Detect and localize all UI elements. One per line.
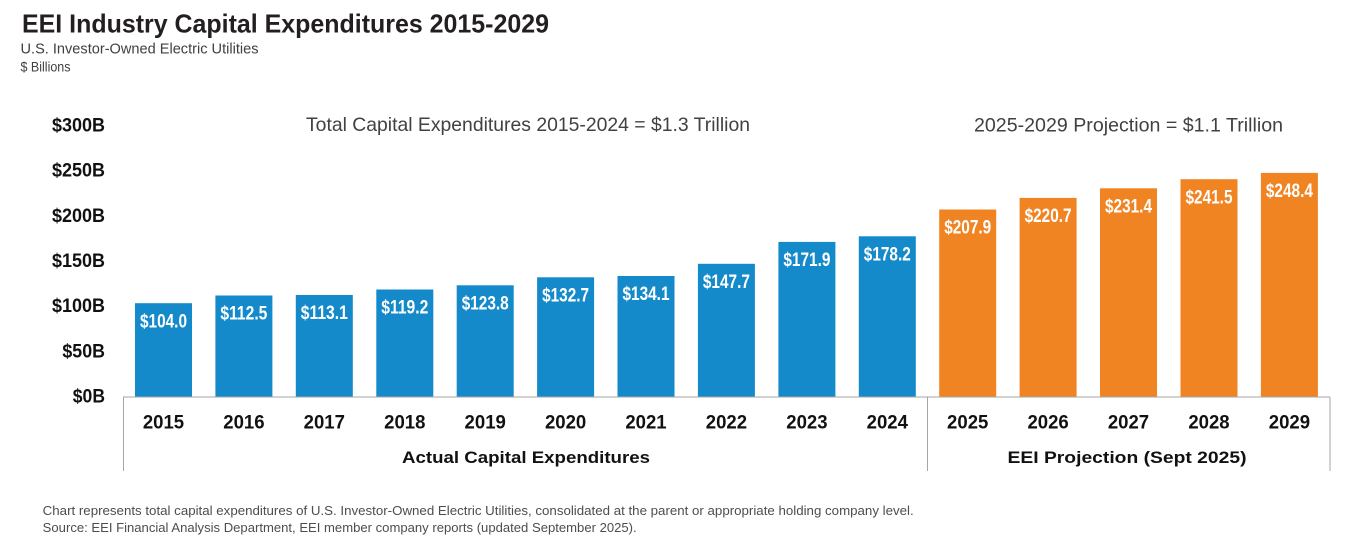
svg-text:$147.7: $147.7: [703, 272, 750, 293]
svg-text:$150B: $150B: [52, 250, 105, 272]
svg-text:2020: 2020: [545, 411, 586, 433]
svg-text:$300B: $300B: [52, 114, 105, 136]
svg-text:2019: 2019: [465, 411, 506, 433]
svg-text:$132.7: $132.7: [542, 286, 589, 307]
svg-text:Chart represents total capital: Chart represents total capital expenditu…: [43, 503, 914, 518]
svg-text:2025-2029 Projection = $1.1 Tr: 2025-2029 Projection = $1.1 Trillion: [974, 114, 1283, 136]
svg-text:Source: EEI Financial Analysis: Source: EEI Financial Analysis Departmen…: [43, 520, 637, 535]
svg-text:$250B: $250B: [52, 160, 105, 182]
svg-text:$113.1: $113.1: [301, 303, 348, 324]
svg-text:2025: 2025: [947, 411, 988, 433]
svg-text:$104.0: $104.0: [140, 311, 187, 332]
svg-text:$200B: $200B: [52, 205, 105, 227]
svg-text:Actual Capital Expenditures: Actual Capital Expenditures: [402, 448, 650, 467]
svg-text:$0B: $0B: [73, 386, 105, 408]
svg-text:Total Capital Expenditures 201: Total Capital Expenditures 2015-2024 = $…: [306, 114, 750, 136]
svg-text:2017: 2017: [304, 411, 345, 433]
svg-text:$220.7: $220.7: [1025, 206, 1072, 227]
svg-text:2027: 2027: [1108, 411, 1149, 433]
svg-text:$171.9: $171.9: [783, 250, 830, 271]
svg-text:2029: 2029: [1269, 411, 1310, 433]
svg-text:$123.8: $123.8: [462, 294, 509, 315]
svg-text:2028: 2028: [1188, 411, 1229, 433]
svg-text:$231.4: $231.4: [1105, 197, 1152, 218]
svg-text:2026: 2026: [1027, 411, 1068, 433]
svg-text:$ Billions: $ Billions: [21, 59, 71, 75]
svg-text:$119.2: $119.2: [381, 298, 428, 319]
svg-text:$248.4: $248.4: [1266, 181, 1313, 202]
svg-text:EEI Projection (Sept 2025): EEI Projection (Sept 2025): [1008, 448, 1247, 467]
svg-text:$241.5: $241.5: [1186, 187, 1233, 208]
svg-text:2015: 2015: [143, 411, 184, 433]
svg-text:2016: 2016: [223, 411, 264, 433]
svg-text:2023: 2023: [786, 411, 827, 433]
svg-text:$112.5: $112.5: [220, 304, 267, 325]
svg-text:2018: 2018: [384, 411, 425, 433]
svg-text:$134.1: $134.1: [623, 284, 670, 305]
svg-text:EEI Industry Capital Expenditu: EEI Industry Capital Expenditures 2015-2…: [22, 9, 549, 39]
svg-text:$50B: $50B: [62, 340, 105, 362]
svg-text:$100B: $100B: [52, 295, 105, 317]
svg-text:2024: 2024: [867, 411, 908, 433]
svg-text:2021: 2021: [625, 411, 666, 433]
svg-text:2022: 2022: [706, 411, 747, 433]
svg-text:U.S. Investor-Owned Electric U: U.S. Investor-Owned Electric Utilities: [21, 41, 259, 58]
svg-text:$178.2: $178.2: [864, 245, 911, 266]
svg-text:$207.9: $207.9: [944, 218, 991, 239]
